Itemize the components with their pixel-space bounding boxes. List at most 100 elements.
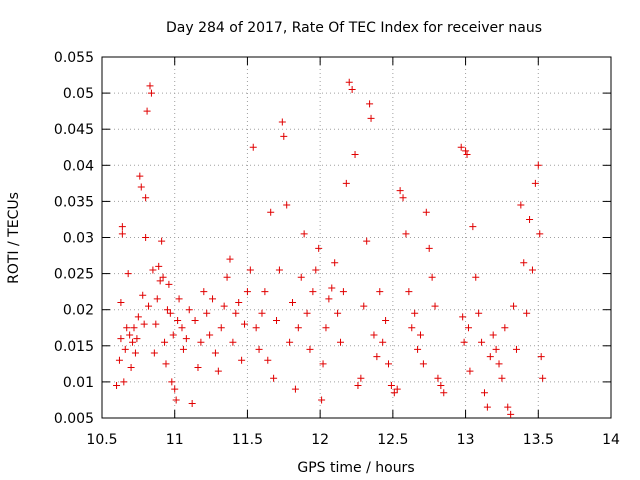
data-point: [270, 374, 278, 382]
data-point: [243, 288, 251, 296]
data-point: [370, 331, 378, 339]
data-point: [280, 132, 288, 140]
data-point: [178, 324, 186, 332]
x-tick-label: 12: [311, 432, 329, 448]
data-point: [526, 215, 534, 223]
data-point: [351, 150, 359, 158]
data-point: [414, 345, 422, 353]
data-point: [325, 295, 333, 303]
data-point: [191, 317, 199, 325]
data-point: [312, 266, 320, 274]
data-point: [390, 389, 398, 397]
data-point: [408, 324, 416, 332]
y-tick-label: 0.02: [63, 303, 94, 319]
data-point: [145, 302, 153, 310]
data-point: [416, 331, 424, 339]
data-point: [115, 356, 123, 364]
data-point: [123, 324, 131, 332]
data-point: [431, 302, 439, 310]
data-point: [399, 194, 407, 202]
data-point: [534, 161, 542, 169]
data-point: [206, 331, 214, 339]
data-point: [273, 317, 281, 325]
data-point: [241, 320, 249, 328]
data-point: [118, 230, 126, 238]
y-axis-label: ROTI / TECUs: [6, 192, 22, 284]
data-point: [536, 230, 544, 238]
data-point: [188, 400, 196, 408]
data-point: [209, 295, 217, 303]
data-point: [149, 266, 157, 274]
data-point: [507, 410, 515, 418]
data-point: [286, 338, 294, 346]
y-tick-label: 0.05: [63, 86, 94, 102]
data-point: [258, 309, 266, 317]
data-point: [134, 313, 142, 321]
data-point: [118, 223, 126, 231]
data-point: [131, 349, 139, 357]
data-point: [158, 237, 166, 245]
data-point: [146, 82, 154, 90]
data-point: [133, 335, 141, 343]
data-point: [169, 331, 177, 339]
data-point: [384, 360, 392, 368]
data-point: [283, 201, 291, 209]
data-point: [124, 270, 132, 278]
data-point: [261, 288, 269, 296]
data-point: [339, 288, 347, 296]
data-point: [517, 201, 525, 209]
data-point: [345, 78, 353, 86]
data-point: [396, 187, 404, 195]
x-tick-label: 13.5: [523, 432, 554, 448]
data-point: [428, 273, 436, 281]
data-point: [342, 179, 350, 187]
data-point: [214, 367, 222, 375]
data-point: [457, 143, 465, 151]
data-point: [235, 298, 243, 306]
y-tick-label: 0.01: [63, 375, 94, 391]
data-point: [379, 338, 387, 346]
data-point: [318, 396, 326, 404]
data-point: [155, 262, 163, 270]
data-point: [175, 295, 183, 303]
data-point: [459, 313, 467, 321]
data-point: [373, 353, 381, 361]
data-point: [156, 277, 164, 285]
data-point: [130, 324, 138, 332]
y-tick-label: 0.03: [63, 231, 94, 247]
data-point: [294, 324, 302, 332]
data-point: [425, 244, 433, 252]
data-point: [360, 302, 368, 310]
data-point: [267, 208, 275, 216]
data-point: [226, 255, 234, 263]
data-point: [366, 100, 374, 108]
data-point: [466, 367, 474, 375]
data-point: [278, 118, 286, 126]
data-point: [152, 320, 160, 328]
data-point: [382, 317, 390, 325]
data-point: [182, 335, 190, 343]
y-tick-label: 0.035: [54, 194, 94, 210]
data-point: [402, 230, 410, 238]
axis-ticks: 0.005 0.01 0.015 0.02 0.025 0.03 0.035 0.04 0.04…: [54, 50, 620, 448]
data-point: [139, 291, 147, 299]
x-tick-label: 11.5: [232, 432, 263, 448]
data-point: [165, 280, 173, 288]
data-point: [480, 389, 488, 397]
data-point: [357, 374, 365, 382]
data-point: [238, 356, 246, 364]
data-point: [217, 324, 225, 332]
data-point: [334, 309, 342, 317]
data-point: [117, 298, 125, 306]
data-point: [203, 309, 211, 317]
data-point: [129, 338, 137, 346]
x-tick-label: 11: [166, 432, 184, 448]
data-point: [200, 288, 208, 296]
data-point: [306, 345, 314, 353]
data-point: [483, 403, 491, 411]
data-point: [121, 345, 129, 353]
data-point: [249, 143, 257, 151]
data-point: [179, 345, 187, 353]
data-point: [478, 338, 486, 346]
x-tick-label: 14: [602, 432, 620, 448]
